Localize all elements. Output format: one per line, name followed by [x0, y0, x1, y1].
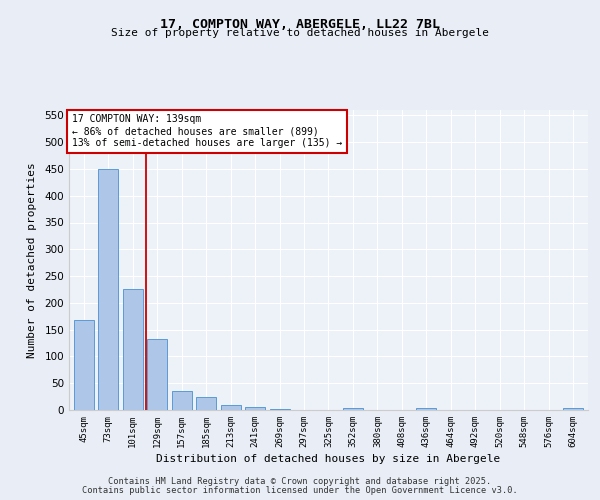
Bar	[172, 390, 191, 410]
Bar	[416, 408, 436, 410]
Text: Contains HM Land Registry data © Crown copyright and database right 2025.: Contains HM Land Registry data © Crown c…	[109, 477, 491, 486]
Text: Contains public sector information licensed under the Open Government Licence v3: Contains public sector information licen…	[82, 486, 518, 495]
Y-axis label: Number of detached properties: Number of detached properties	[28, 162, 37, 358]
Text: Size of property relative to detached houses in Abergele: Size of property relative to detached ho…	[111, 28, 489, 38]
Bar	[245, 408, 265, 410]
Bar	[74, 320, 94, 410]
Bar	[147, 339, 167, 410]
Bar	[269, 409, 290, 410]
Bar	[196, 396, 216, 410]
Text: 17, COMPTON WAY, ABERGELE, LL22 7BL: 17, COMPTON WAY, ABERGELE, LL22 7BL	[160, 18, 440, 30]
Bar	[343, 408, 363, 410]
X-axis label: Distribution of detached houses by size in Abergele: Distribution of detached houses by size …	[157, 454, 500, 464]
Bar	[221, 404, 241, 410]
Text: 17 COMPTON WAY: 139sqm
← 86% of detached houses are smaller (899)
13% of semi-de: 17 COMPTON WAY: 139sqm ← 86% of detached…	[71, 114, 342, 148]
Bar	[98, 169, 118, 410]
Bar	[122, 290, 143, 410]
Bar	[563, 408, 583, 410]
